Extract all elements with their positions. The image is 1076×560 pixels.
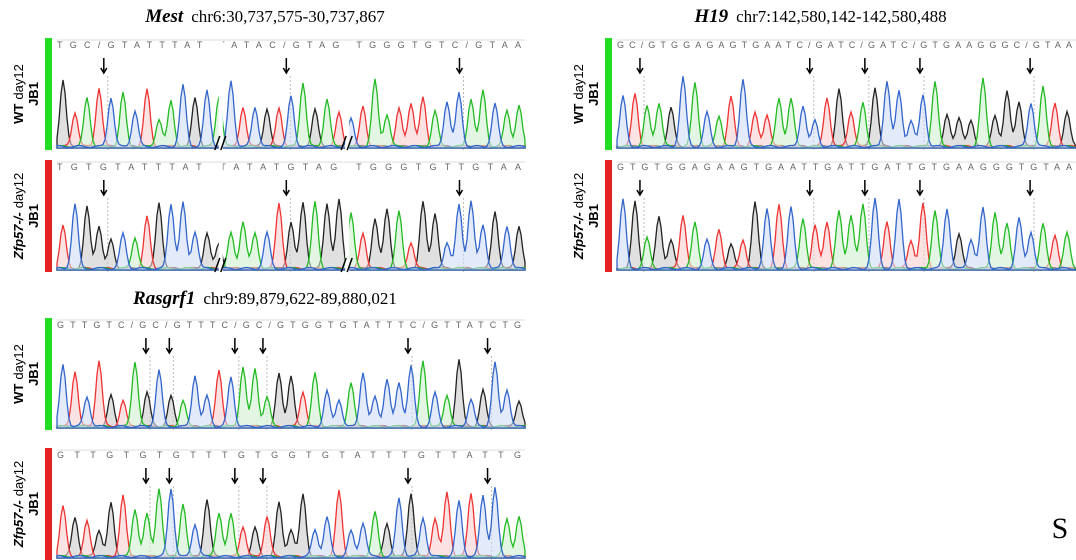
genotype-bar: [605, 38, 612, 150]
base-sequence: GC/GTGGAGAGTGAATC/GATC/GATC/GTGAAGGGC/GT…: [617, 40, 1072, 50]
genotype: WT: [11, 104, 26, 124]
arrow: [862, 58, 868, 73]
arrow: [232, 338, 238, 353]
cell-line: JB1: [586, 82, 601, 106]
panel-letter: S: [1052, 512, 1069, 545]
base-sequence: GTTGTGTGTTTGTGGTGTATTTGTTATTG: [57, 450, 521, 460]
panel-title: H19 chr7:142,580,142-142,580,488: [693, 6, 946, 27]
arrow: [917, 58, 923, 73]
arrow: [166, 338, 172, 353]
genotype: Zfp57-/-: [571, 212, 586, 260]
cell-line: JB1: [26, 362, 41, 386]
sample-label: WT day12: [11, 344, 26, 404]
sample-label: Zfp57-/- day12: [11, 173, 26, 260]
arrow: [637, 180, 643, 195]
arrow: [637, 58, 643, 73]
genotype: WT: [571, 104, 586, 124]
genotype-bar: [45, 160, 52, 272]
genotype-bar: [45, 448, 52, 560]
cell-line: JB1: [586, 204, 601, 228]
arrow: [260, 468, 266, 483]
stage: day12: [11, 344, 26, 379]
break-gap: [219, 41, 223, 149]
genotype-bar: [45, 38, 52, 150]
arrow: [456, 58, 462, 73]
arrow: [405, 338, 411, 353]
sample-label: WT day12: [11, 64, 26, 124]
panel-title: Mest chr6:30,737,575-30,737,867: [144, 6, 385, 27]
sample-label: Zfp57-/- day12: [11, 461, 26, 548]
coordinates: chr9:89,879,622-89,880,021: [203, 289, 397, 308]
arrow: [143, 468, 149, 483]
base-sequence: GTGTGGAGAAGTGAATTGATTGATTGTGAAGGGTGTAA: [617, 162, 1072, 172]
stage: day12: [11, 461, 26, 496]
coordinates: chr6:30,737,575-30,737,867: [191, 7, 385, 26]
arrow: [101, 180, 107, 195]
genotype: Zfp57-/-: [11, 500, 26, 548]
stage: day12: [11, 173, 26, 208]
genotype-bar: [45, 318, 52, 430]
break-gap: [345, 163, 349, 271]
arrow: [807, 58, 813, 73]
arrow: [260, 338, 266, 353]
gene-name: Rasgrf1: [132, 288, 195, 309]
arrow: [1027, 58, 1033, 73]
break-gap: [345, 41, 349, 149]
cell-line: JB1: [26, 82, 41, 106]
arrow: [143, 338, 149, 353]
genotype: Zfp57-/-: [11, 212, 26, 260]
coordinates: chr7:142,580,142-142,580,488: [736, 7, 947, 26]
arrow: [283, 180, 289, 195]
stage: day12: [571, 173, 586, 208]
arrow: [166, 468, 172, 483]
arrow: [1027, 180, 1033, 195]
sample-label: Zfp57-/- day12: [571, 173, 586, 260]
sample-label: WT day12: [571, 64, 586, 124]
cell-line: JB1: [26, 204, 41, 228]
arrow: [456, 180, 462, 195]
arrow: [862, 180, 868, 195]
stage: day12: [571, 64, 586, 99]
arrow: [917, 180, 923, 195]
arrow: [101, 58, 107, 73]
break-gap: [219, 163, 223, 271]
panel-title: Rasgrf1 chr9:89,879,622-89,880,021: [132, 288, 397, 309]
arrow: [485, 338, 491, 353]
arrow: [807, 180, 813, 195]
arrow: [405, 468, 411, 483]
base-sequence: GTTGTC/GC/GTTTC/GC/GTGGTGTATTTC/GTTATCTG: [57, 320, 521, 330]
genotype-bar: [605, 160, 612, 272]
arrow: [232, 468, 238, 483]
stage: day12: [11, 64, 26, 99]
gene-name: Mest: [144, 6, 184, 27]
gene-name: H19: [693, 6, 728, 27]
cell-line: JB1: [26, 492, 41, 516]
arrow: [283, 58, 289, 73]
arrow: [485, 468, 491, 483]
figure: S Mestchr6:30,737,575-30,737,867WTday12J…: [0, 0, 1076, 560]
genotype: WT: [11, 384, 26, 404]
